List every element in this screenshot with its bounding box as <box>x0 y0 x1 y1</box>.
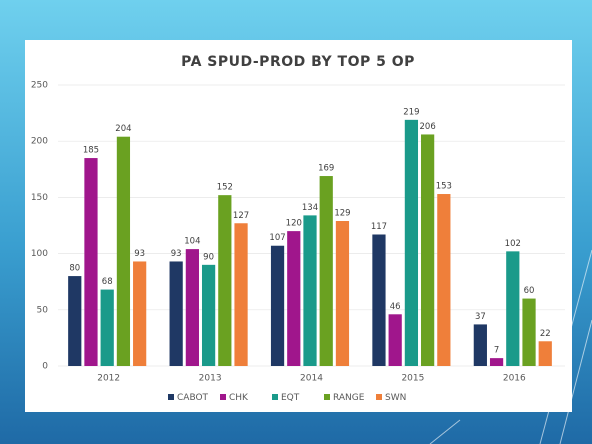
x-tick-label: 2015 <box>401 374 424 384</box>
data-label: 117 <box>371 222 387 232</box>
bar <box>116 136 131 366</box>
data-label: 104 <box>184 237 200 247</box>
bar <box>169 261 183 366</box>
data-label: 93 <box>171 249 182 259</box>
bar <box>522 298 536 366</box>
bar <box>473 324 487 366</box>
data-label: 90 <box>203 252 214 262</box>
bar <box>538 341 552 366</box>
x-tick-label: 2014 <box>300 374 323 384</box>
bar <box>133 261 147 366</box>
bar <box>287 231 301 366</box>
chart-title: PA SPUD-PROD BY TOP 5 OP <box>181 54 415 70</box>
data-label: 120 <box>286 219 302 229</box>
y-tick-label: 250 <box>31 81 48 91</box>
x-tick-label: 2016 <box>503 374 526 384</box>
legend-swatch <box>272 394 278 400</box>
legend-label: CABOT <box>177 393 209 403</box>
data-label: 204 <box>115 124 131 134</box>
data-label: 107 <box>269 233 285 243</box>
data-label: 134 <box>302 203 318 213</box>
legend-swatch <box>324 394 330 400</box>
legend-label: EQT <box>281 393 300 403</box>
y-tick-label: 50 <box>37 305 49 315</box>
data-label: 152 <box>217 183 233 193</box>
bar <box>489 358 504 366</box>
data-label: 206 <box>420 122 436 132</box>
data-label: 22 <box>540 329 551 339</box>
legend-swatch <box>220 394 226 400</box>
bar <box>270 245 285 366</box>
y-tick-label: 0 <box>42 362 48 372</box>
legend-swatch <box>376 394 382 400</box>
y-tick-label: 100 <box>31 249 48 259</box>
bar <box>100 289 114 366</box>
bar <box>319 176 333 366</box>
data-label: 153 <box>436 182 452 192</box>
decor-line <box>429 419 461 444</box>
data-label: 129 <box>334 209 350 219</box>
bar <box>185 249 199 366</box>
legend-label: SWN <box>385 393 406 403</box>
data-label: 219 <box>403 107 419 117</box>
bar <box>218 195 232 366</box>
bar <box>201 264 216 366</box>
data-label: 80 <box>69 264 80 274</box>
data-label: 93 <box>134 249 145 259</box>
bar <box>234 223 248 366</box>
data-label: 46 <box>390 302 401 312</box>
bar <box>404 119 419 367</box>
legend-swatch <box>168 394 174 400</box>
bar <box>335 221 350 366</box>
bar <box>437 194 451 366</box>
data-label: 185 <box>83 146 99 156</box>
data-label: 127 <box>233 211 249 221</box>
data-label: 60 <box>524 286 535 296</box>
y-tick-label: 200 <box>31 137 48 147</box>
bar <box>303 215 317 366</box>
bar <box>372 234 386 366</box>
bar <box>84 158 98 366</box>
bar <box>421 134 435 366</box>
data-label: 68 <box>102 277 113 287</box>
bar <box>388 314 402 366</box>
data-label: 7 <box>494 346 499 356</box>
legend-label: CHK <box>229 393 249 403</box>
data-label: 102 <box>505 239 521 249</box>
x-tick-label: 2012 <box>97 374 120 384</box>
data-label: 37 <box>475 312 486 322</box>
y-tick-label: 150 <box>31 193 48 203</box>
x-tick-label: 2013 <box>199 374 222 384</box>
data-label: 169 <box>318 164 334 174</box>
bar <box>68 276 82 366</box>
bar <box>506 251 520 366</box>
legend-label: RANGE <box>333 393 365 403</box>
decor-line <box>559 319 592 444</box>
